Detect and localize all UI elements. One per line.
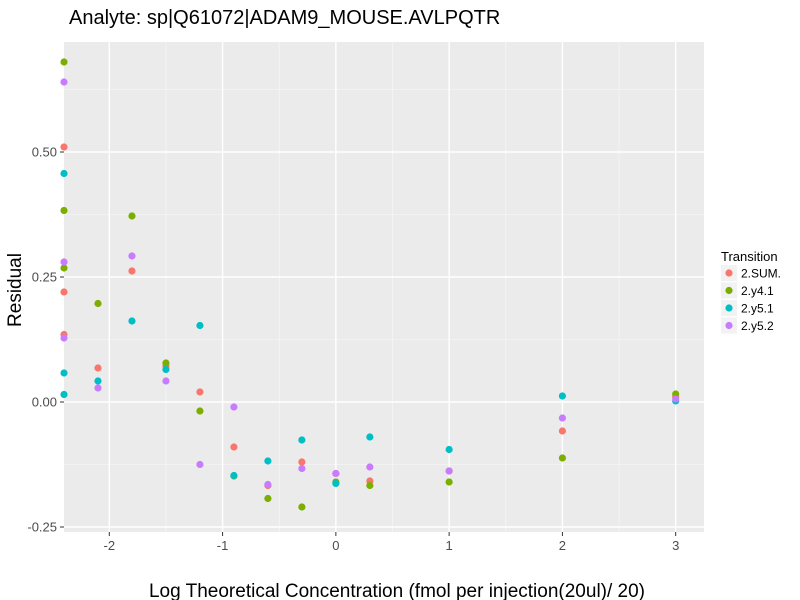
data-point [162,359,170,367]
legend-marker [725,321,733,330]
data-point [298,464,306,473]
data-point [298,503,306,511]
data-point [298,436,306,444]
data-point [558,427,567,435]
legend-label: 2.SUM. [741,267,781,281]
x-tick-label: 2 [559,538,566,553]
data-point [60,390,68,399]
data-point [196,460,204,469]
axis-ticks: -2 -1 0 1 2 3 -0.25 0.00 0.25 0.50 [27,145,679,554]
data-point [196,407,204,415]
x-tick-label: 3 [672,538,679,553]
data-point [60,264,68,272]
y-tick-label: -0.25 [27,520,57,535]
data-point [60,78,68,86]
data-point [332,479,340,488]
legend-marker [725,269,733,277]
legend-label: 2.y5.1 [741,302,774,316]
data-point [196,388,204,396]
data-point [332,469,340,478]
data-point [162,365,170,374]
data-point [366,481,374,490]
data-point [230,403,238,411]
data-point [94,364,102,372]
data-point [445,445,453,454]
data-point [128,252,136,260]
data-point [672,395,680,403]
data-point [445,478,453,486]
data-point [230,443,238,451]
x-tick-label: 1 [446,538,453,553]
data-point [60,288,68,296]
x-tick-label: 0 [332,538,339,553]
data-point [94,377,102,385]
x-axis-title: Log Theoretical Concentration (fmol per … [149,581,645,600]
data-point [445,467,453,475]
data-point [128,317,136,325]
data-point [366,433,374,441]
data-point [60,206,68,215]
data-point [264,457,272,465]
y-axis-title: Residual [5,253,26,327]
data-point [298,458,306,466]
data-points [60,58,680,511]
data-point [94,299,102,308]
data-point [60,258,68,266]
data-point [60,58,68,66]
data-point [196,321,204,330]
y-tick-label: 0.00 [32,395,57,410]
legend-marker [725,304,733,312]
data-point [60,143,68,151]
data-point [128,267,136,275]
y-tick-label: 0.25 [32,270,57,285]
data-point [558,454,567,462]
legend-marker [725,286,733,295]
data-point [94,384,102,392]
data-point [60,369,68,377]
data-point [366,463,374,471]
x-tick-label: -1 [217,538,229,553]
legend-title: Transition [721,249,778,264]
data-point [264,480,272,489]
x-tick-label: -2 [104,538,116,553]
plot-panel [64,42,704,532]
data-point [264,494,272,503]
data-point [230,471,238,480]
legend: Transition 2.SUM. 2.y4.1 2.y5.1 2.y5.2 [721,249,781,334]
data-point [128,212,136,220]
data-point [558,392,567,400]
data-point [558,414,567,422]
data-point [162,377,170,385]
chart-title: Analyte: sp|Q61072|ADAM9_MOUSE.AVLPQTR [69,7,500,29]
minor-grid [64,42,704,532]
data-point [60,169,68,178]
y-tick-label: 0.50 [32,145,57,160]
series-2-y5-2 [60,78,680,489]
legend-label: 2.y5.2 [741,319,774,333]
legend-label: 2.y4.1 [741,284,774,298]
data-point [672,390,680,398]
data-point [60,334,68,342]
